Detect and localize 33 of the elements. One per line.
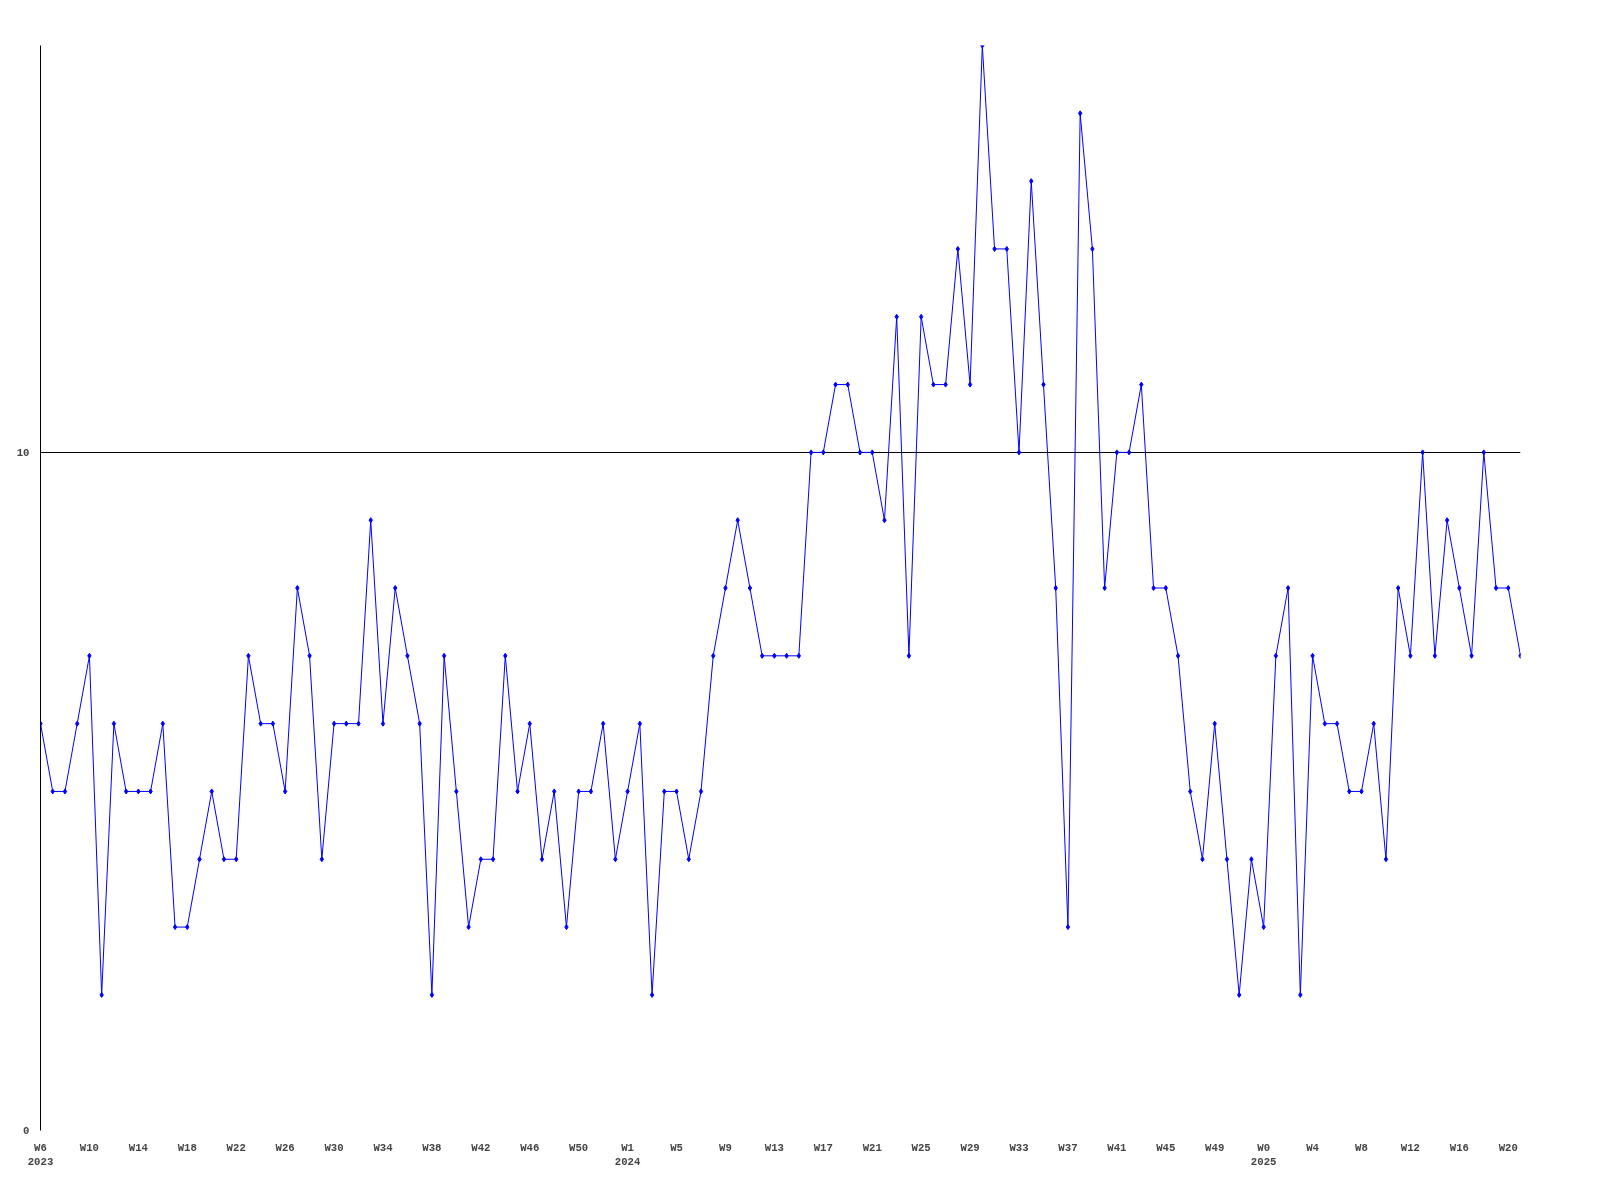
x-tick-label: W41 xyxy=(1107,1141,1127,1154)
x-tick-label: W16 xyxy=(1449,1141,1469,1154)
x-tick-label: W38 xyxy=(422,1141,442,1154)
x-tick-label: W26 xyxy=(275,1141,295,1154)
x-tick-label: W22 xyxy=(226,1141,246,1154)
x-tick-label: W30 xyxy=(324,1141,344,1154)
x-tick-label: W25 xyxy=(911,1141,931,1154)
x-tick-label: W49 xyxy=(1205,1141,1225,1154)
x-tick-label: W10 xyxy=(79,1141,100,1154)
x-tick-label: W20 xyxy=(1498,1141,1518,1154)
x-tick-label: W18 xyxy=(177,1141,197,1154)
x-tick-label: W9 xyxy=(719,1141,732,1154)
x-tick-label: W12 xyxy=(1400,1141,1421,1154)
y-tick-label: 10 xyxy=(16,446,30,459)
x-tick-label: W29 xyxy=(960,1141,980,1154)
x-tick-label: W14 xyxy=(128,1141,149,1154)
x-tick-label: W42 xyxy=(471,1141,491,1154)
x-tick-label: W13 xyxy=(764,1141,784,1154)
x-tick-label: W37 xyxy=(1058,1141,1078,1154)
x-tick-label: W8 xyxy=(1355,1141,1368,1154)
x-tick-label: W34 xyxy=(373,1141,394,1154)
x-tick-label: W5 xyxy=(670,1141,683,1154)
x-tick-label: W6 2023 xyxy=(27,1141,54,1168)
x-tick-label: W21 xyxy=(862,1141,882,1154)
x-tick-label: W50 xyxy=(569,1141,589,1154)
x-tick-label: W1 2024 xyxy=(614,1141,641,1168)
x-tick-label: W0 2025 xyxy=(1250,1141,1277,1168)
x-tick-label: W45 xyxy=(1156,1141,1176,1154)
x-tick-label: W17 xyxy=(813,1141,833,1154)
y-tick-label: 0 xyxy=(23,1125,30,1137)
x-tick-label: W46 xyxy=(520,1141,540,1154)
x-tick-label: W33 xyxy=(1009,1141,1029,1154)
x-tick-label: W4 xyxy=(1306,1141,1320,1154)
